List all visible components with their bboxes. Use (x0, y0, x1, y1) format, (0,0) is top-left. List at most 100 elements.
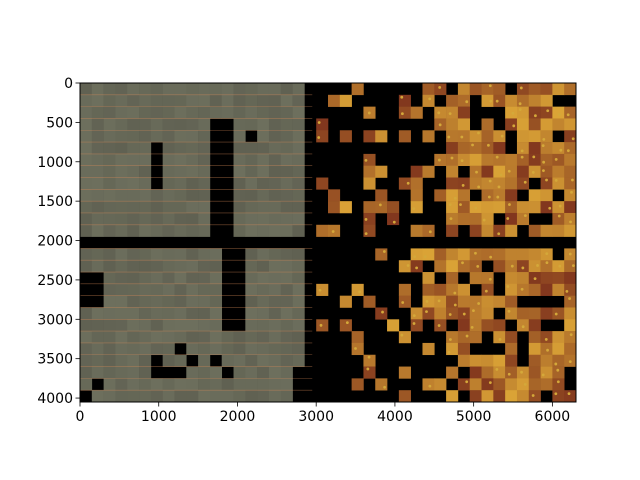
left-tile (127, 248, 139, 260)
right-speckle (393, 221, 396, 224)
right-tile (434, 296, 446, 308)
left-tile (245, 154, 257, 166)
right-speckle (524, 181, 527, 184)
right-speckle (557, 380, 560, 383)
right-tile (517, 178, 529, 190)
right-speckle (569, 220, 572, 223)
right-tile (564, 225, 576, 237)
left-tile (198, 154, 210, 166)
right-speckle (570, 191, 573, 194)
right-tile (470, 331, 482, 343)
right-speckle (461, 159, 464, 162)
right-speckle (383, 250, 386, 253)
left-tile (198, 225, 210, 237)
right-tile (482, 178, 494, 190)
x-tick-label: 0 (76, 409, 85, 425)
left-tile (257, 296, 269, 308)
left-tile (92, 142, 104, 154)
left-tile (257, 95, 269, 107)
right-tile (482, 378, 494, 390)
left-tile (163, 390, 175, 402)
left-tile (104, 343, 116, 355)
left-tile (115, 142, 127, 154)
right-tile (446, 118, 458, 130)
right-speckle (354, 347, 357, 350)
right-tile (411, 307, 423, 319)
right-tile (541, 166, 553, 178)
left-tile (293, 296, 305, 308)
right-speckle (532, 155, 535, 158)
right-tile (552, 166, 564, 178)
right-tile (482, 272, 494, 284)
left-tile (245, 331, 257, 343)
right-tile (529, 260, 541, 272)
right-tile (505, 225, 517, 237)
right-speckle (438, 324, 441, 327)
x-tick-label: 4000 (377, 409, 413, 425)
left-tile (198, 83, 210, 95)
left-tile (186, 367, 198, 379)
left-tile (127, 83, 139, 95)
left-tile (210, 378, 222, 390)
right-tile (552, 154, 564, 166)
left-tile (104, 213, 116, 225)
right-tile (458, 130, 470, 142)
right-speckle (450, 217, 453, 220)
left-tile (151, 201, 163, 213)
left-tile (281, 130, 293, 142)
left-tile (151, 107, 163, 119)
right-speckle (496, 100, 499, 103)
left-tile (234, 331, 246, 343)
right-tile (541, 189, 553, 201)
left-tile (92, 201, 104, 213)
right-speckle (438, 159, 441, 162)
left-tile (104, 201, 116, 213)
left-tile (151, 248, 163, 260)
left-tile (163, 83, 175, 95)
right-speckle (520, 87, 523, 90)
left-tile (245, 248, 257, 260)
left-tile (269, 390, 281, 402)
left-tile (151, 118, 163, 130)
right-tile (411, 225, 423, 237)
right-tile (564, 319, 576, 331)
right-speckle (358, 290, 361, 293)
right-speckle (568, 297, 571, 300)
left-tile (163, 272, 175, 284)
right-speckle (500, 173, 503, 176)
right-speckle (379, 203, 382, 206)
right-tile (482, 307, 494, 319)
left-tile (127, 378, 139, 390)
right-tile (482, 130, 494, 142)
left-tile (257, 272, 269, 284)
right-speckle (508, 373, 511, 376)
right-tile (552, 390, 564, 402)
right-tile (340, 95, 352, 107)
right-tile (529, 331, 541, 343)
x-tick-label: 1000 (141, 409, 177, 425)
right-tile (541, 107, 553, 119)
y-tick-label: 3000 (37, 312, 73, 328)
left-tile (104, 189, 116, 201)
left-tile (210, 343, 222, 355)
left-tile (127, 343, 139, 355)
right-tile (422, 307, 434, 319)
left-tile (257, 390, 269, 402)
right-tile (446, 189, 458, 201)
left-tile (186, 83, 198, 95)
left-tile (186, 343, 198, 355)
left-tile (293, 201, 305, 213)
left-tile (139, 83, 151, 95)
right-tile (328, 189, 340, 201)
left-tile (281, 142, 293, 154)
right-speckle (448, 351, 451, 354)
left-tile (174, 189, 186, 201)
right-speckle (545, 179, 548, 182)
right-tile (446, 343, 458, 355)
left-tile (139, 178, 151, 190)
left-tile (269, 331, 281, 343)
right-speckle (506, 217, 509, 220)
right-tile (340, 130, 352, 142)
left-tile (245, 213, 257, 225)
left-tile (139, 107, 151, 119)
